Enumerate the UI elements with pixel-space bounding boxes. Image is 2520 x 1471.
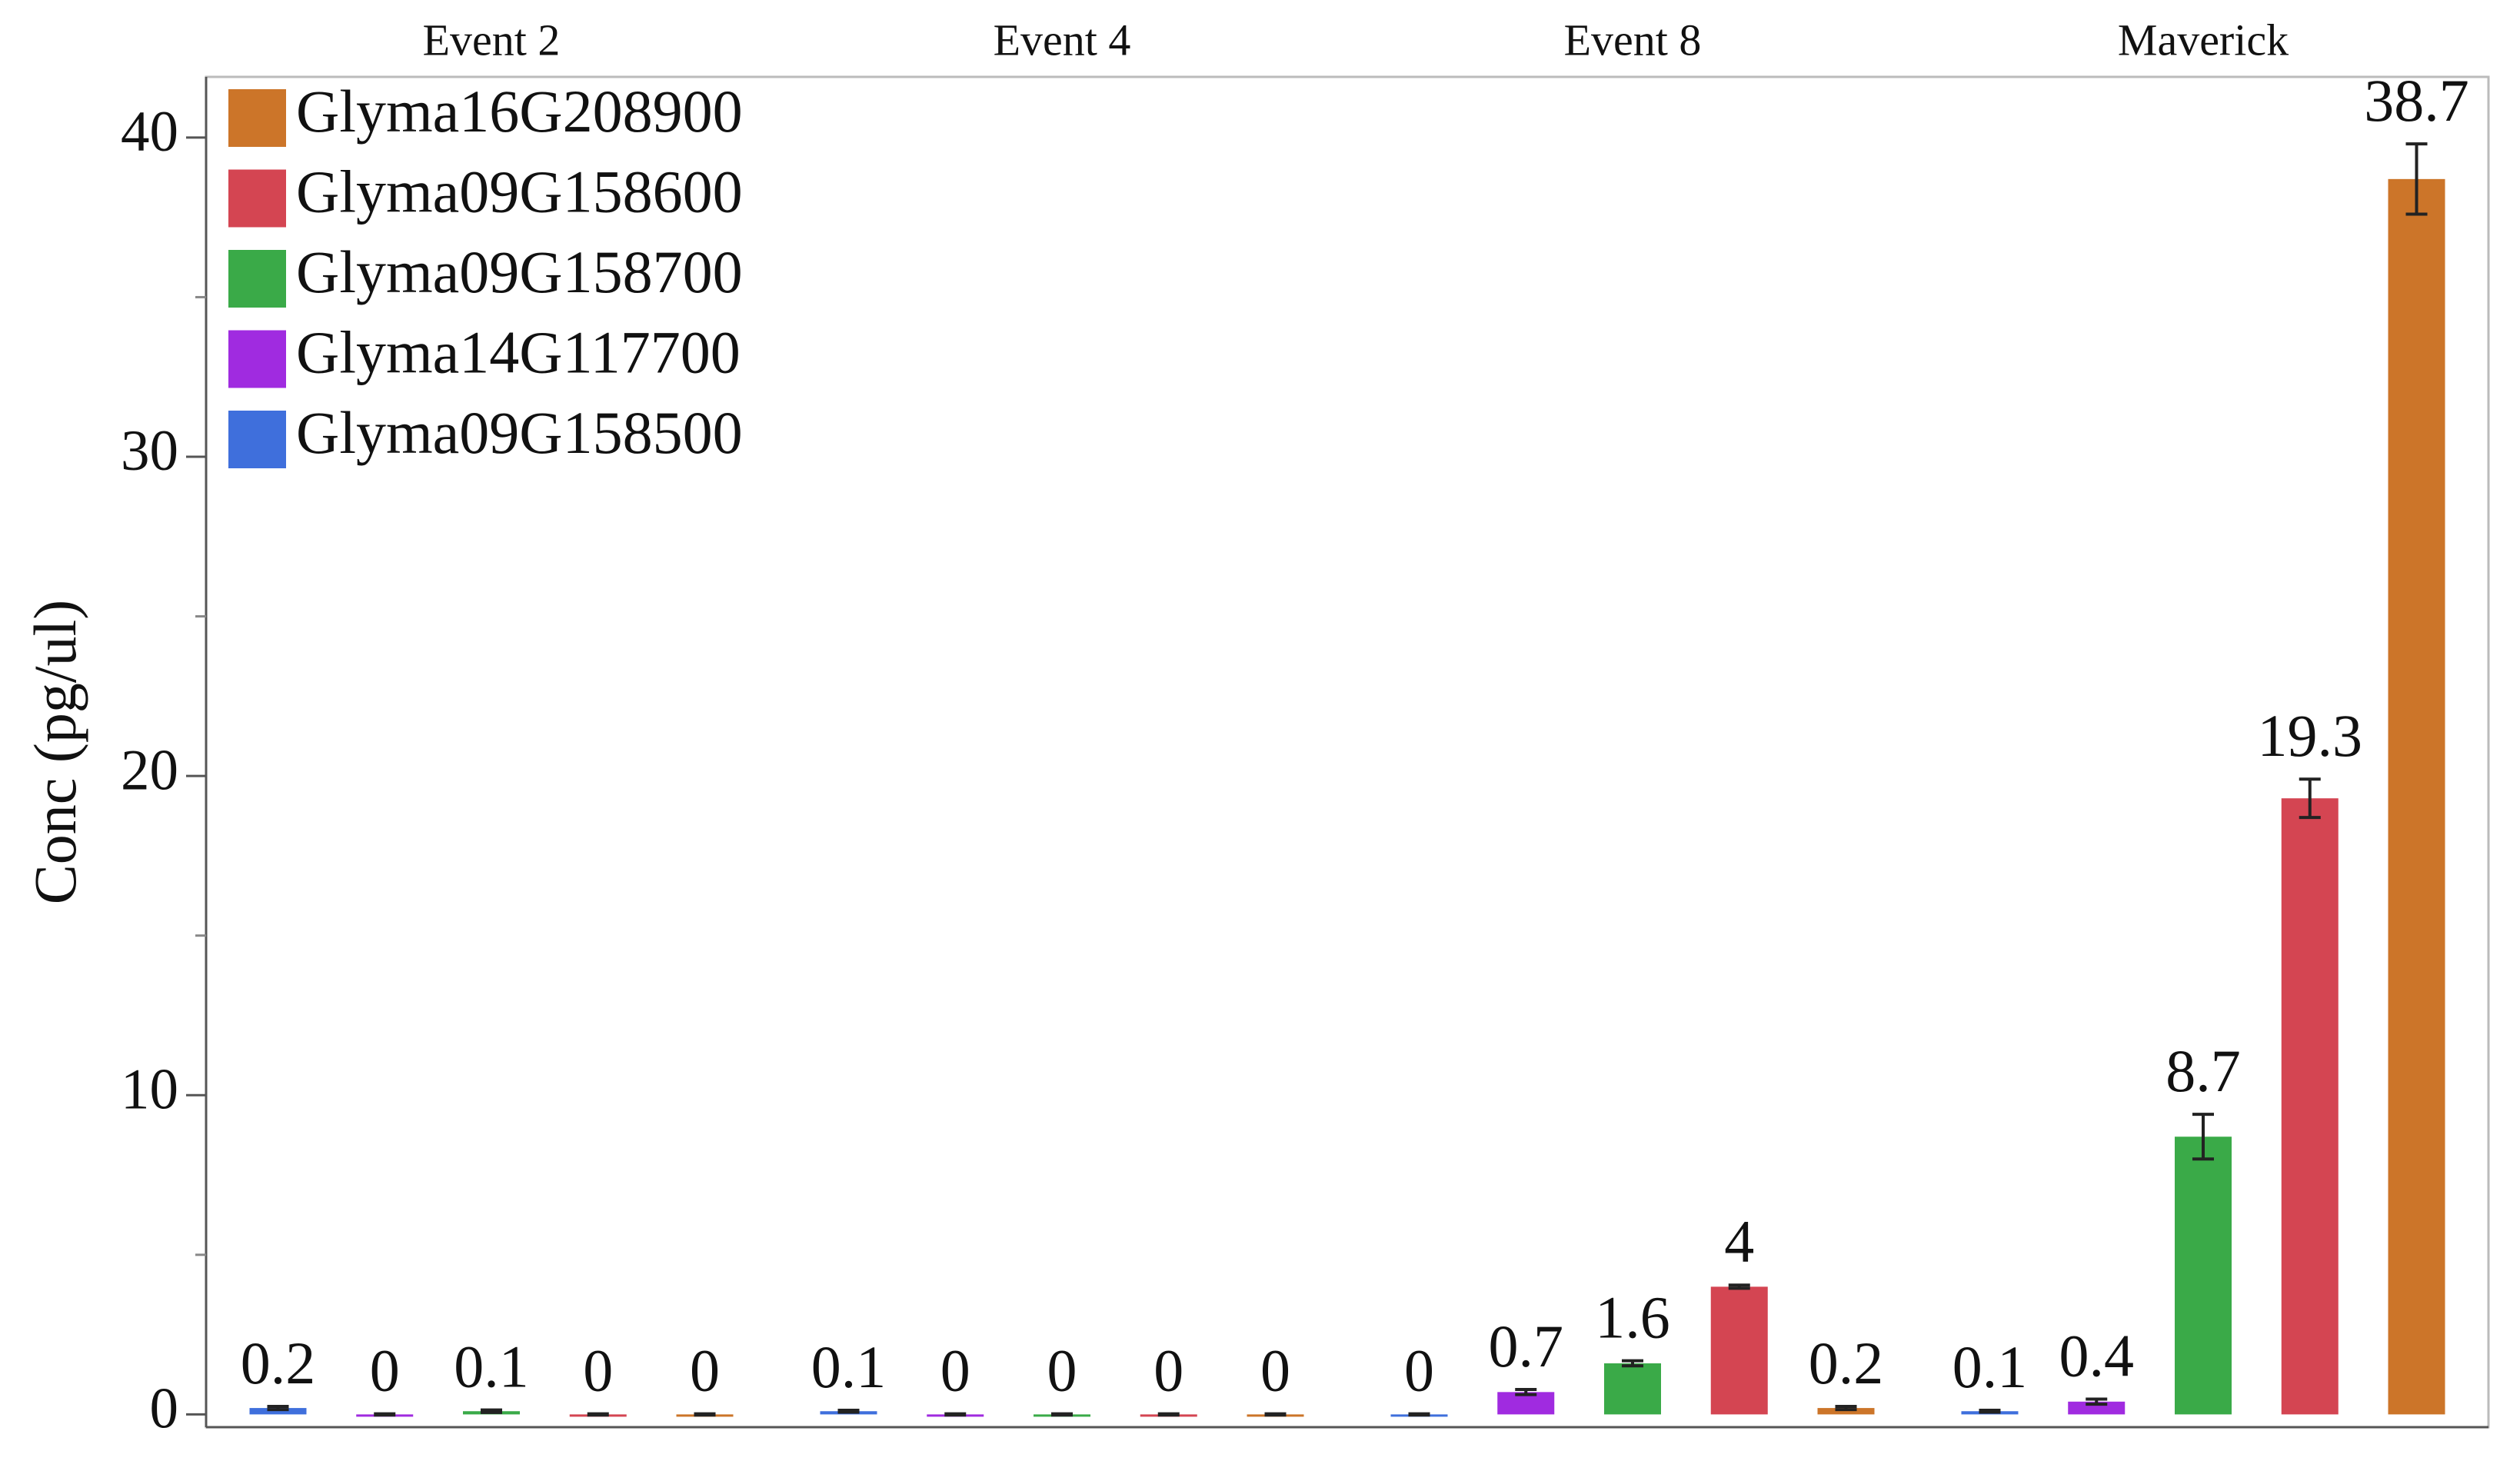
legend-label: Glyma16G208900 <box>296 78 743 145</box>
y-tick-label: 40 <box>121 100 178 164</box>
group-label: Event 4 <box>994 15 1131 65</box>
error-bar <box>2192 1113 2214 1161</box>
group-label: Event 8 <box>1564 15 1702 65</box>
legend-swatch <box>228 169 286 228</box>
value-label: 0 <box>1047 1336 1077 1403</box>
error-bar <box>481 1408 502 1414</box>
value-label: 0.2 <box>241 1330 316 1396</box>
value-label: 0 <box>583 1336 613 1403</box>
value-label: 0 <box>940 1336 970 1403</box>
group-label: Event 2 <box>423 15 561 65</box>
error-bar <box>1515 1388 1537 1396</box>
y-tick-label: 20 <box>121 738 178 802</box>
error-bar <box>2086 1397 2108 1406</box>
bar <box>2281 798 2339 1415</box>
y-tick-label: 0 <box>150 1377 179 1441</box>
error-bar <box>374 1412 396 1417</box>
y-axis-label: Conc (pg/ul) <box>22 600 88 904</box>
value-label: 0.7 <box>1488 1313 1563 1379</box>
bar <box>1817 1408 1875 1415</box>
error-bar <box>2405 142 2428 216</box>
bar <box>249 1408 307 1415</box>
legend-label: Glyma09G158600 <box>296 158 743 225</box>
value-label: 0 <box>1153 1336 1183 1403</box>
legend-swatch <box>228 250 286 308</box>
y-tick-label: 10 <box>121 1057 178 1121</box>
legend-label: Glyma14G117700 <box>296 318 741 385</box>
y-tick-label: 30 <box>121 419 178 483</box>
error-bar <box>1835 1405 1857 1412</box>
error-bar <box>1622 1359 1643 1368</box>
value-label: 0.4 <box>2059 1322 2134 1389</box>
error-bar <box>587 1412 609 1417</box>
value-label: 8.7 <box>2165 1037 2241 1104</box>
value-label: 0 <box>1260 1336 1290 1403</box>
error-bar <box>267 1405 289 1412</box>
error-bar <box>1051 1412 1073 1417</box>
bar <box>1710 1286 1768 1415</box>
value-label: 38.7 <box>2364 67 2469 134</box>
value-label: 0.1 <box>454 1333 529 1399</box>
value-label: 0 <box>1404 1336 1434 1403</box>
value-label: 0.1 <box>1952 1333 2028 1400</box>
value-label: 0 <box>690 1336 720 1403</box>
error-bar <box>2299 777 2321 820</box>
error-bar <box>1979 1409 2001 1414</box>
value-label: 19.3 <box>2258 702 2363 769</box>
error-bar <box>837 1409 860 1414</box>
bar <box>2068 1401 2126 1415</box>
legend-swatch <box>228 411 286 468</box>
bar <box>2388 178 2445 1415</box>
error-bar <box>1264 1412 1287 1417</box>
error-bar <box>944 1412 967 1417</box>
error-bar <box>1728 1283 1750 1290</box>
bar <box>1604 1363 1661 1415</box>
group-label: Maverick <box>2118 15 2289 65</box>
value-label: 0 <box>370 1336 400 1403</box>
legend-label: Glyma09G158700 <box>296 238 743 305</box>
legend-label: Glyma09G158500 <box>296 399 743 466</box>
error-bar <box>1157 1412 1180 1417</box>
value-label: 4 <box>1724 1208 1754 1275</box>
legend-swatch <box>228 330 286 388</box>
error-bar <box>1408 1412 1430 1417</box>
legend-swatch <box>228 89 286 147</box>
value-label: 0.2 <box>1809 1330 1884 1396</box>
error-bar <box>694 1412 716 1417</box>
bar <box>2175 1137 2232 1415</box>
value-label: 0.1 <box>811 1333 887 1400</box>
value-label: 1.6 <box>1595 1284 1670 1351</box>
